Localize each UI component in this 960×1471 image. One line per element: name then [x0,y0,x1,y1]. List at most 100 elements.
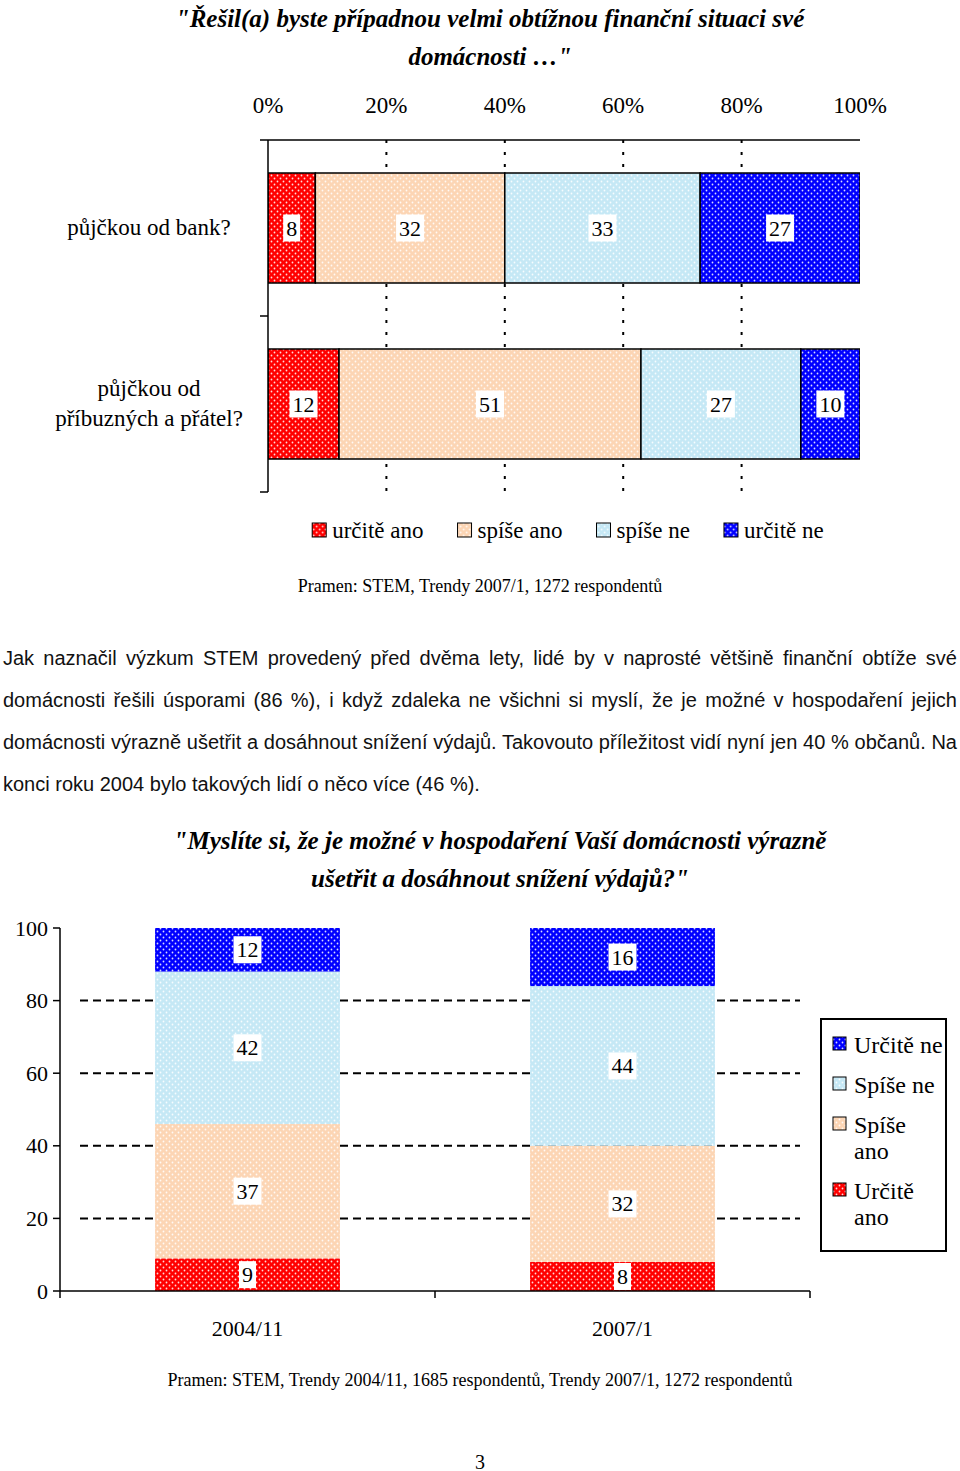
bar [339,349,641,459]
source-note: Pramen: STEM, Trendy 2007/1, 1272 respon… [298,576,663,596]
data-label-bg [234,1178,262,1205]
legend-label: Určitě ano [854,1178,945,1230]
bar [641,349,801,459]
legend-swatch-holder [832,1112,850,1134]
data-label: 8 [617,1264,628,1289]
data-label: 8 [286,216,297,241]
legend: Určitě neSpíše neSpíše anoUrčitě ano [820,1018,947,1252]
legend-swatch [833,1117,846,1130]
legend-swatch [833,1037,846,1050]
category-tick [59,1291,61,1298]
tick-label: 80 [26,988,48,1013]
data-label-bg [234,936,262,963]
bar [315,173,504,283]
legend-swatch [597,523,611,537]
data-label: 42 [237,1035,259,1060]
data-label-bg [609,1052,637,1079]
category-label: 2007/1 [592,1316,653,1341]
data-label-bg [239,1261,256,1288]
tick-mark [53,1145,60,1147]
tick-label: 40 [26,1133,48,1158]
tick-label: 60 [26,1061,48,1086]
data-label-bg [816,391,844,418]
category-tick [260,139,268,141]
data-label: 27 [769,216,791,241]
axis-line [268,139,860,141]
bars [155,928,715,1291]
source-note: Pramen: STEM, Trendy 2004/11, 1685 respo… [168,1370,793,1390]
data-label-bg [614,1263,631,1290]
page-number: 3 [475,1451,485,1471]
data-label: 12 [237,937,259,962]
tick-mark [53,1218,60,1220]
legend-swatch-holder [832,1032,850,1054]
data-label: 37 [237,1179,259,1204]
legend-swatch [833,1077,846,1090]
data-label: 12 [293,392,315,417]
legend-swatch-holder [832,1178,850,1200]
legend-label: určitě ne [744,518,824,543]
data-label-bg [766,215,794,242]
bar [530,1146,715,1262]
legend-label: spíše ne [617,518,690,543]
legend-item: Spíše ano [832,1112,945,1164]
data-label-bg [609,1190,637,1217]
category-tick [809,1291,811,1298]
data-label-bg [290,391,318,418]
legend: určitě ano spíše ano spíše ne určitě ne [312,518,824,543]
tick-label: 0% [253,93,284,118]
bar [530,928,715,986]
tick-mark [53,1290,60,1292]
legend-swatch [312,523,326,537]
data-label: 32 [399,216,421,241]
bar [505,173,700,283]
tick-label: 100% [833,93,887,118]
legend-item: Určitě ano [832,1178,945,1230]
bar [530,986,715,1146]
category-label: půjčkou od příbuzných a přátel? [49,374,249,434]
data-label-bg [609,944,637,971]
data-label: 10 [819,392,841,417]
data-label-bg [476,391,504,418]
data-labels: 832332712512710 [283,215,844,418]
bars [268,173,860,459]
data-label-bg [396,215,424,242]
legend-swatch-holder [832,1072,850,1094]
tick-mark [53,927,60,929]
body-text: Jak naznačil výzkum STEM provedený před … [3,637,957,805]
legend-label: spíše ano [478,518,563,543]
legend-item: Spíše ne [832,1072,945,1098]
legend-label: určitě ano [332,518,423,543]
category-tick [260,315,268,317]
category-tick [434,1291,436,1298]
chart-title: "Řešil(a) byste případnou velmi obtížnou… [140,0,840,76]
data-label: 51 [479,392,501,417]
data-labels: 93742128324416 [234,936,637,1290]
data-label: 16 [612,945,634,970]
legend-label: Spíše ne [854,1072,945,1098]
chart-title: "Myslíte si, že je možné v hospodaření V… [140,822,860,898]
bar [268,173,315,283]
tick-label: 20% [365,93,407,118]
tick-mark [53,1072,60,1074]
tick-label: 40% [484,93,526,118]
bar [155,1258,340,1291]
tick-mark [53,1000,60,1002]
tick-label: 20 [26,1206,48,1231]
bar [530,1262,715,1291]
bar [155,972,340,1124]
bar [268,349,339,459]
legend-label: Spíše ano [854,1112,945,1164]
legend-swatch [458,523,472,537]
bar [155,1124,340,1258]
data-label: 9 [242,1262,253,1287]
axis-line [59,928,61,1291]
bar [155,928,340,972]
category-label: půjčkou od bank? [49,213,249,243]
bar [801,349,860,459]
category-label: 2004/11 [212,1316,283,1341]
data-label: 44 [612,1053,634,1078]
data-label-bg [283,215,300,242]
legend-swatch [724,523,738,537]
data-label: 33 [591,216,613,241]
